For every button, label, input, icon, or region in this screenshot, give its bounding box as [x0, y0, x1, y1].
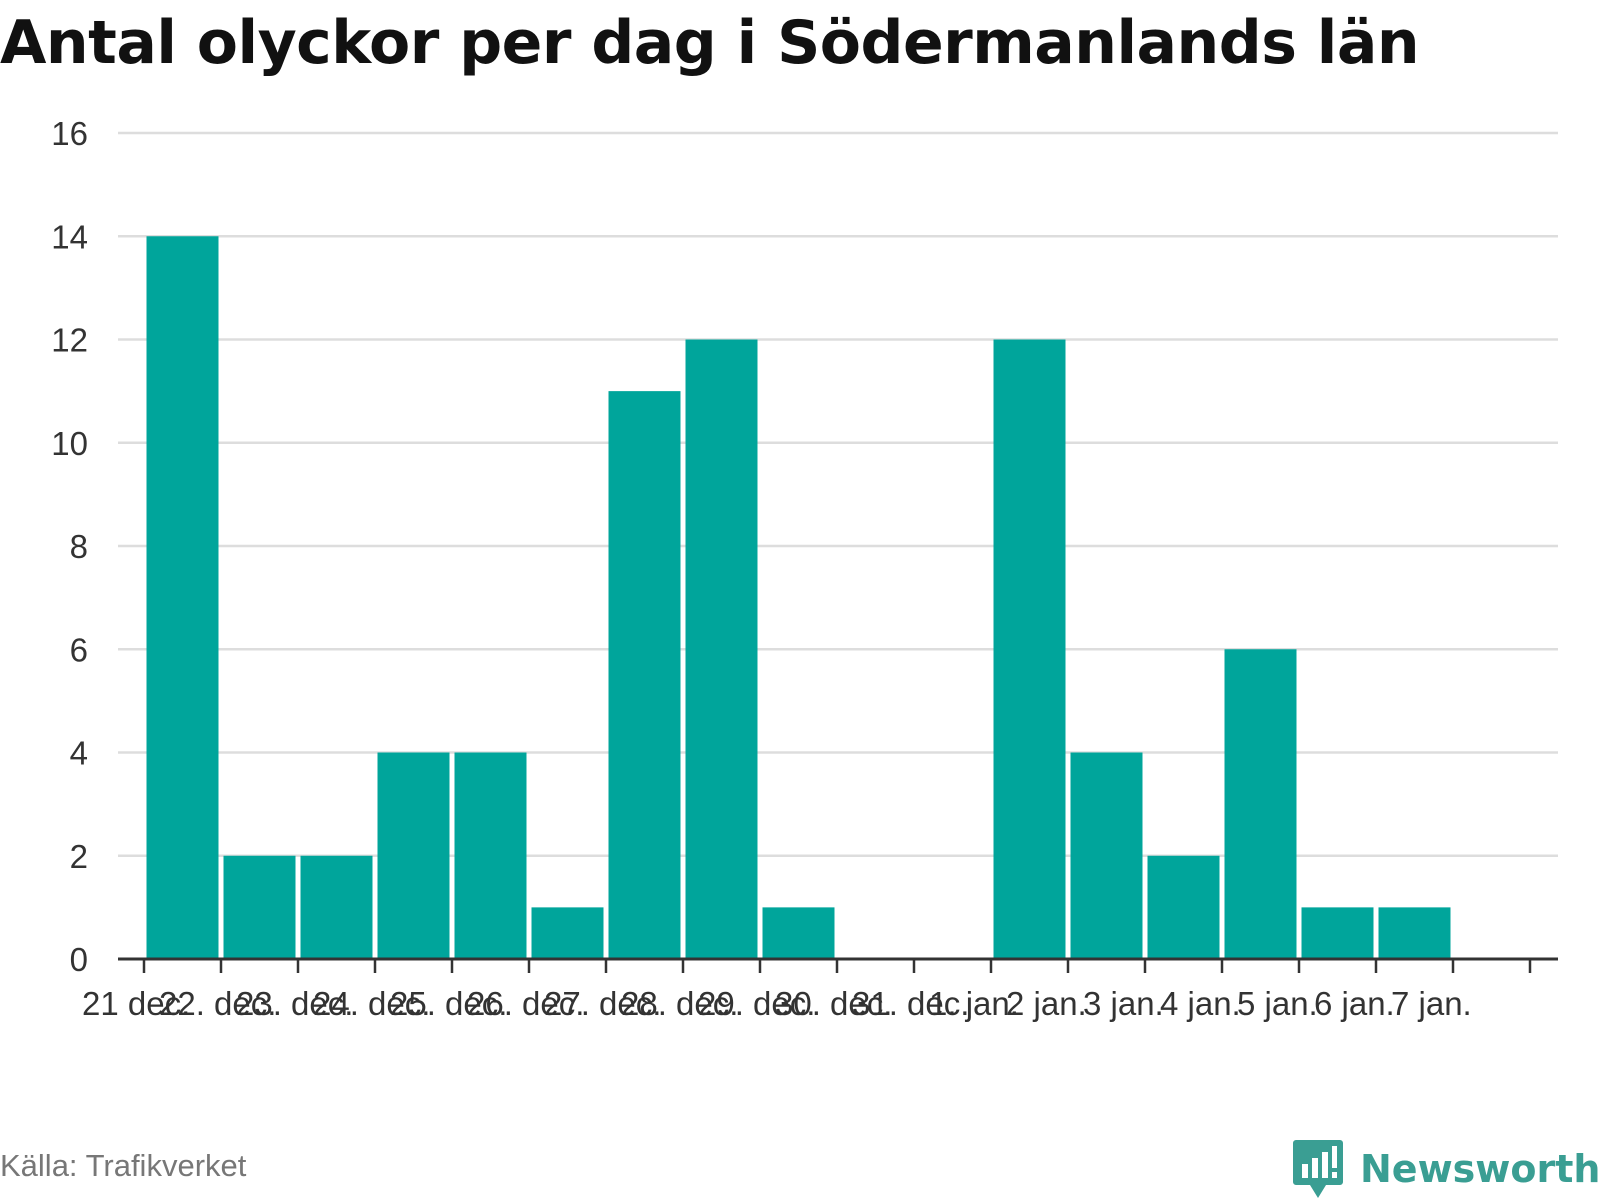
y-tick-label: 4 — [70, 735, 88, 772]
x-tick-label: 4 jan. — [1160, 985, 1241, 1022]
x-tick-label: 29. dec. — [698, 985, 815, 1022]
x-tick-label: 28. dec. — [621, 985, 738, 1022]
bar-7 — [608, 391, 681, 959]
bar-3 — [300, 855, 373, 959]
x-tick-label: 31. dec. — [852, 985, 969, 1022]
brand-logo: Newsworthy — [1292, 1136, 1600, 1202]
newsworthy-logo-icon — [1293, 1140, 1343, 1198]
y-tick-label: 14 — [51, 218, 88, 255]
x-tick-label: 24. dec. — [313, 985, 430, 1022]
source-note: Källa: Trafikverket — [0, 1148, 247, 1183]
y-tick-label: 12 — [51, 322, 88, 359]
bar-1 — [146, 236, 219, 959]
x-tick-label: 6 jan. — [1314, 985, 1395, 1022]
x-tick-label: 26. dec. — [467, 985, 584, 1022]
x-tick-label: 21 dec. — [82, 985, 190, 1022]
x-tick-label: 5 jan. — [1237, 985, 1318, 1022]
x-tick-label: 2 jan. — [1006, 985, 1087, 1022]
y-tick-label: 10 — [51, 425, 88, 462]
brand-name: Newsworthy — [1360, 1147, 1600, 1191]
x-tick-label: 30. dec. — [775, 985, 892, 1022]
x-tick-label: 25. dec. — [390, 985, 507, 1022]
bar-4 — [377, 752, 450, 959]
bar-5 — [454, 752, 527, 959]
bar-17 — [1378, 907, 1451, 959]
y-tick-label: 8 — [70, 528, 88, 565]
x-axis — [118, 957, 1558, 973]
y-tick-label: 16 — [51, 115, 88, 152]
bar-12 — [993, 339, 1066, 959]
x-axis-labels: 21 dec.22. dec.23. dec.24. dec.25. dec.2… — [82, 985, 1472, 1022]
x-tick-label: 7 jan. — [1391, 985, 1472, 1022]
bar-16 — [1301, 907, 1374, 959]
y-axis-labels: 0 2 4 6 8 10 12 14 16 — [51, 115, 88, 978]
chart-title: Antal olyckor per dag i Södermanlands lä… — [0, 8, 1420, 78]
bar-15 — [1224, 649, 1297, 959]
y-tick-label: 0 — [70, 941, 88, 978]
x-tick-label: 27. dec. — [544, 985, 661, 1022]
bar-6 — [531, 907, 604, 959]
y-tick-label: 2 — [70, 838, 88, 875]
x-tick-label: 23. dec. — [236, 985, 353, 1022]
bar-8 — [685, 339, 758, 959]
bar-13 — [1070, 752, 1143, 959]
x-tick-label: 22. dec. — [159, 985, 276, 1022]
bar-chart: 0 2 4 6 8 10 12 14 16 21 dec.22. dec.23. dec.24.… — [51, 115, 1558, 1022]
bars — [146, 236, 1451, 959]
bar-2 — [223, 855, 296, 959]
bar-14 — [1147, 855, 1220, 959]
bar-9 — [762, 907, 835, 959]
x-tick-label: 3 jan. — [1083, 985, 1164, 1022]
grid-lines — [118, 131, 1558, 857]
x-tick-label: 1. jan. — [929, 985, 1019, 1022]
y-tick-label: 6 — [70, 631, 88, 668]
